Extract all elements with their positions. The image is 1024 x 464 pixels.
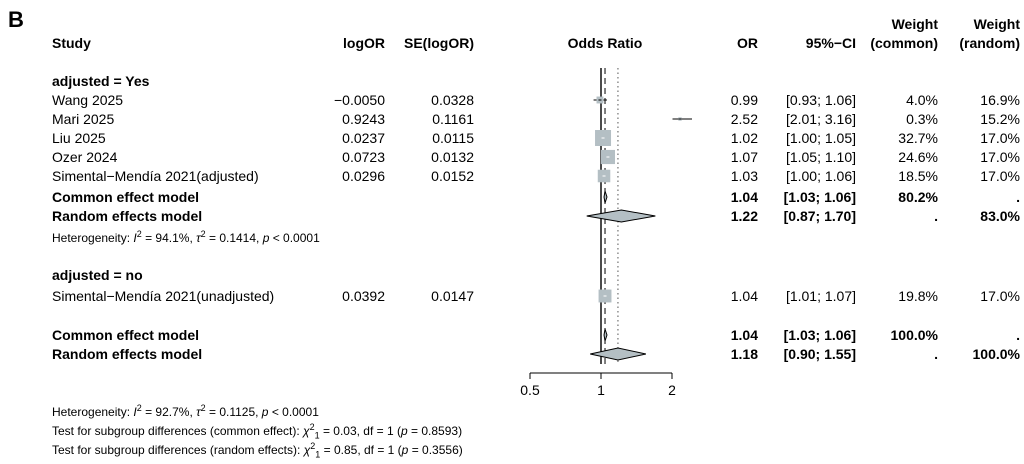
study-name: Wang 2025 [52, 92, 124, 108]
study-or: 1.07 [730, 149, 758, 165]
x-axis-tick-label: 2 [668, 382, 676, 398]
overall-common-weight-random: . [1016, 327, 1020, 343]
random-effects-or: 1.22 [730, 208, 758, 224]
overall-heterogeneity: Heterogeneity: I2 = 92.7%, τ2 = 0.1125, … [52, 403, 319, 420]
header-weight-common-1: Weight [891, 16, 938, 32]
header-weight-random-2: (random) [959, 35, 1020, 51]
study-logor: 0.0723 [342, 149, 385, 165]
overall-random-label: Random effects model [52, 346, 203, 362]
study-or: 2.52 [730, 111, 758, 127]
study-or: 1.02 [730, 130, 758, 146]
study-weight-random: 15.2% [980, 111, 1020, 127]
study-se: 0.0152 [431, 168, 474, 184]
overall-common-label: Common effect model [52, 327, 200, 343]
overall-random-or: 1.18 [730, 346, 758, 362]
study-ci: [0.93; 1.06] [785, 92, 856, 108]
random-effects-weight-random: 83.0% [980, 208, 1020, 224]
overall-random-weight-common: . [934, 346, 938, 362]
study-logor: 0.0237 [342, 130, 385, 146]
common-effect-weight-common: 80.2% [898, 189, 938, 205]
study-weight-random: 17.0% [980, 168, 1020, 184]
study-name: Liu 2025 [52, 130, 106, 146]
study-weight-random: 16.9% [980, 92, 1020, 108]
study-or: 0.99 [730, 92, 758, 108]
study-name: Simental−Mendía 2021(adjusted) [52, 168, 259, 184]
common-effect-label: Common effect model [52, 189, 200, 205]
overall-random-ci: [0.90; 1.55] [783, 346, 856, 362]
study-logor: 0.0296 [342, 168, 385, 184]
header-odds-ratio: Odds Ratio [567, 35, 643, 51]
study-logor: 0.0392 [342, 288, 385, 304]
study-name: Simental−Mendía 2021(unadjusted) [52, 288, 275, 304]
study-name: Ozer 2024 [52, 149, 118, 165]
study-se: 0.0147 [431, 288, 474, 304]
study-weight-common: 4.0% [906, 92, 938, 108]
header-weight-common-2: (common) [870, 35, 938, 51]
study-weight-common: 18.5% [898, 168, 938, 184]
header-study: Study [52, 35, 91, 51]
study-logor: −0.0050 [334, 92, 385, 108]
overall-random-weight-random: 100.0% [972, 346, 1020, 362]
random-effects-diamond [586, 209, 656, 223]
study-weight-common: 19.8% [898, 288, 938, 304]
study-se: 0.1161 [432, 111, 474, 127]
study-se: 0.0328 [431, 92, 474, 108]
study-se: 0.0132 [431, 149, 474, 165]
random-effects-label: Random effects model [52, 208, 203, 224]
header-weight-random-1: Weight [973, 16, 1020, 32]
header-logor: logOR [343, 35, 385, 51]
study-ci: [1.00; 1.06] [785, 168, 856, 184]
common-effect-or: 1.04 [730, 189, 758, 205]
x-axis-tick-label: 0.5 [520, 382, 540, 398]
header-selogor: SE(logOR) [404, 35, 474, 51]
study-ci: [1.01; 1.07] [785, 288, 856, 304]
study-logor: 0.9243 [342, 111, 385, 127]
random-effects-weight-common: . [934, 208, 938, 224]
study-or: 1.03 [730, 168, 758, 184]
panel-label: B [8, 7, 24, 32]
study-se: 0.0115 [432, 130, 474, 146]
study-ci: [1.00; 1.05] [785, 130, 856, 146]
overall-common-weight-common: 100.0% [890, 327, 938, 343]
subgroup-label: adjusted = Yes [52, 73, 150, 89]
study-name: Mari 2025 [52, 111, 115, 127]
subgroup-label: adjusted = no [52, 267, 143, 283]
subgroup-test-common: Test for subgroup differences (common ef… [52, 422, 463, 441]
x-axis-tick-label: 1 [597, 382, 605, 398]
random-effects-ci: [0.87; 1.70] [783, 208, 856, 224]
common-effect-ci: [1.03; 1.06] [783, 189, 856, 205]
study-ci: [1.05; 1.10] [785, 149, 856, 165]
study-ci: [2.01; 3.16] [785, 111, 856, 127]
common-effect-weight-random: . [1016, 189, 1020, 205]
overall-common-or: 1.04 [730, 327, 758, 343]
subgroup-heterogeneity: Heterogeneity: I2 = 94.1%, τ2 = 0.1414, … [52, 229, 320, 246]
overall-common-ci: [1.03; 1.06] [783, 327, 856, 343]
study-weight-random: 17.0% [980, 130, 1020, 146]
study-weight-random: 17.0% [980, 288, 1020, 304]
common-effect-diamond [603, 190, 608, 204]
header-ci: 95%−CI [805, 35, 856, 51]
study-or: 1.04 [730, 288, 758, 304]
study-weight-common: 32.7% [898, 130, 938, 146]
common-effect-diamond [603, 328, 608, 342]
study-weight-random: 17.0% [980, 149, 1020, 165]
study-weight-common: 24.6% [898, 149, 938, 165]
random-effects-diamond [590, 347, 646, 361]
header-or: OR [737, 35, 758, 51]
subgroup-test-random: Test for subgroup differences (random ef… [52, 441, 463, 460]
study-weight-common: 0.3% [906, 111, 938, 127]
